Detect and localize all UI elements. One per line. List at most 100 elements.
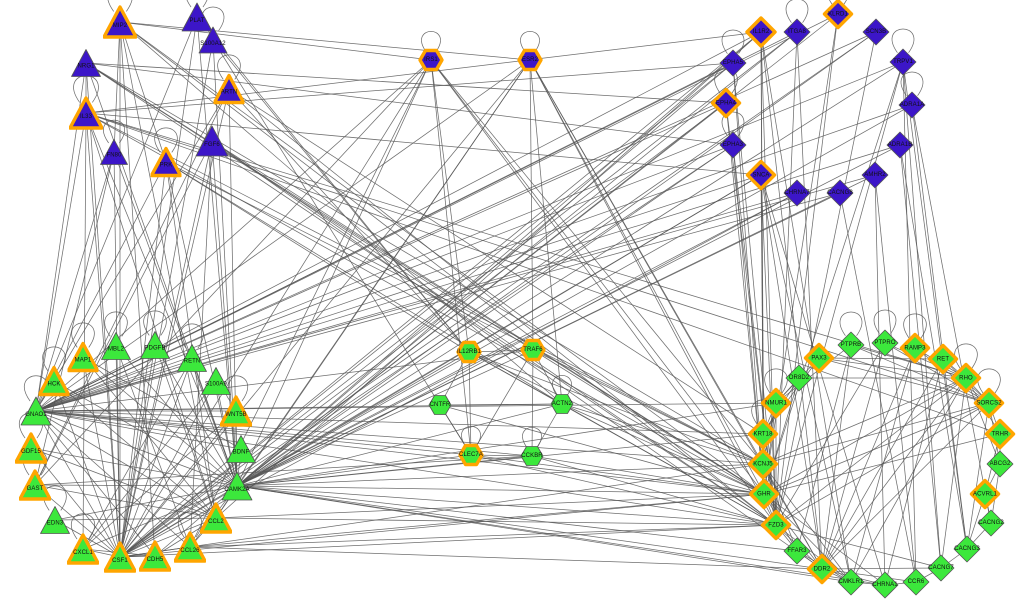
node-CLEC7A[interactable]: CLEC7A	[458, 442, 484, 468]
edge-IL33-CSF1	[85, 112, 121, 558]
node-MIP2[interactable]: MIP2	[103, 5, 137, 39]
node-ACTN2[interactable]: ACTN2	[549, 391, 575, 417]
edge-FN80-CAMK2A	[113, 151, 238, 487]
edge-FGF6-GHR	[211, 140, 765, 495]
node-RAMP3[interactable]: RAMP3	[899, 332, 931, 364]
node-CACNG3[interactable]: CACNG3	[952, 534, 982, 564]
node-CHRNA7[interactable]: CHRNA7	[782, 178, 812, 208]
node-CAMK2A[interactable]: CAMK2A	[221, 470, 253, 502]
edge-IL33-KCNJ5	[85, 112, 764, 465]
edge-GHR-DDR2	[763, 493, 823, 570]
node-KLRD1[interactable]: KLRD1	[822, 0, 854, 30]
edge-ARTN-FZD3	[228, 88, 777, 526]
node-DDR2[interactable]: DDR2	[806, 553, 838, 585]
edge-RHO-KCNJ5	[762, 377, 967, 465]
node-CACNG8[interactable]: CACNG8	[825, 178, 855, 208]
node-IL33[interactable]: IL33	[69, 96, 103, 130]
node-CSF1[interactable]: CSF1	[104, 541, 136, 573]
node-BDNF[interactable]: BDNF	[226, 434, 257, 465]
node-ITGA8[interactable]: ITGA8	[782, 17, 812, 47]
node-ESR2[interactable]: ESR2	[517, 47, 543, 73]
node-S100A12[interactable]: S100A12	[198, 25, 228, 55]
edge-CCL2-GHR	[215, 493, 765, 519]
node-KRT18[interactable]: KRT18	[747, 418, 779, 450]
node-ABCG2[interactable]: ABCG2	[985, 449, 1015, 479]
node-PRK[interactable]: PRK	[150, 146, 182, 178]
node-SNCA[interactable]: SNCA	[745, 159, 777, 191]
node-AMHR2[interactable]: AMHR2	[860, 160, 890, 190]
edge-GHR-CMKLR1	[763, 493, 852, 583]
node-EPHA4[interactable]: EPHA4	[710, 87, 742, 119]
self-loop-MIP2	[107, 0, 133, 12]
node-ADRA1A[interactable]: ADRA1A	[897, 90, 927, 120]
node-NMUR1[interactable]: NMUR1	[760, 387, 792, 419]
node-EPHA5[interactable]: EPHA5	[718, 48, 748, 78]
node-TRAF6[interactable]: TRAF6	[520, 337, 546, 363]
node-CNTFR[interactable]: CNTFR	[427, 392, 453, 418]
node-MBL2[interactable]: MBL2	[101, 331, 132, 362]
edge-PAX3-RHO	[818, 357, 967, 379]
node-CXCL1[interactable]: CXCL1	[67, 533, 99, 565]
node-IL1R2[interactable]: IL1R2	[745, 16, 777, 48]
node-CCL2[interactable]: CCL2	[200, 502, 232, 534]
edge-WNT5B-CSF1	[119, 410, 237, 558]
node-CCKBR[interactable]: CCKBR	[519, 443, 545, 469]
node-GNAO1[interactable]: GNAO1	[20, 395, 52, 427]
edge-EDN3-CAMK2A	[54, 485, 238, 521]
node-GDF15[interactable]: GDF15	[15, 432, 47, 464]
node-CCR6[interactable]: CCR6	[901, 567, 931, 597]
node-CCL26[interactable]: CCL26	[174, 531, 206, 563]
edge-MBL2-CCL26	[115, 345, 191, 548]
edge-FGF6-CCL26	[189, 140, 213, 548]
node-PTPRO[interactable]: PTPRO	[870, 328, 900, 358]
self-loop-ADRA1A	[900, 71, 924, 96]
edge-TRAF6-KCNJ5	[532, 349, 764, 465]
edge-CCL26-FZD3	[189, 524, 777, 548]
node-ARTN[interactable]: ARTN	[213, 73, 245, 105]
node-NRG1[interactable]: NRG1	[71, 48, 102, 79]
self-loop-PRK	[154, 127, 178, 153]
node-HCK[interactable]: HCK	[38, 365, 70, 397]
edge-IL33-RHO	[85, 112, 967, 379]
node-FGF6[interactable]: FGF6	[195, 124, 229, 158]
node-S100A9[interactable]: S100A9	[201, 366, 232, 397]
node-FN80[interactable]: FN80	[100, 138, 129, 167]
edge-GAST-CCKBR	[34, 455, 533, 486]
node-CHRNA1[interactable]: CHRNA1	[870, 570, 900, 600]
node-PDGFB[interactable]: PDGFB	[140, 330, 171, 361]
edge-MIP2-CDH5	[119, 21, 156, 557]
edge-ITGA8-CAMK2A	[236, 31, 798, 487]
edge-EPHA4-CSF1	[119, 102, 727, 558]
node-ADRA1B[interactable]: ADRA1B	[885, 130, 915, 160]
node-EPHA3[interactable]: EPHA3	[718, 130, 748, 160]
edge-SORCS2-GHR	[763, 402, 990, 495]
node-TRPV1[interactable]: TRPV1	[888, 47, 918, 77]
edge-BDNF-GNAO1	[35, 410, 242, 450]
edge-ARTN-GNAO1	[35, 88, 230, 412]
edge-CAMK2A-KRT18	[236, 433, 764, 487]
edge-CAMK2A-TRAF6	[236, 349, 534, 487]
edge-RETN-CSF1	[119, 357, 193, 558]
edge-MAP1-BDNF	[82, 356, 242, 450]
node-PTPRB[interactable]: PTPRB	[836, 330, 866, 360]
node-CDH5[interactable]: CDH5	[139, 540, 171, 572]
node-GAST[interactable]: GAST	[19, 469, 51, 501]
node-SCN3B[interactable]: SCN3B	[861, 17, 891, 47]
node-ACVRL1[interactable]: ACVRL1	[969, 478, 1001, 510]
edge-NRG1-KCNJ5	[85, 62, 764, 465]
node-IL12RB1[interactable]: IL12RB1	[456, 339, 482, 365]
edge-GNAO1-CLEC7A	[35, 410, 472, 456]
edge-BDNF-CSF1	[119, 448, 242, 558]
node-TRHR[interactable]: TRHR	[984, 418, 1016, 450]
node-GHR[interactable]: GHR	[748, 478, 780, 510]
edge-PTPRB-RHO	[850, 344, 967, 379]
node-SORCS2[interactable]: SORCS2	[973, 387, 1005, 419]
node-IRS1[interactable]: IRS1	[418, 47, 444, 73]
edge-PAX3-SORCS2	[818, 357, 990, 404]
node-EDN3[interactable]: EDN3	[40, 505, 71, 536]
node-MAP1[interactable]: MAP1	[67, 341, 99, 373]
node-KCNJ5[interactable]: KCNJ5	[747, 448, 779, 480]
node-CMKLR1[interactable]: CMKLR1	[836, 567, 866, 597]
node-WNT5B[interactable]: WNT5B	[220, 395, 252, 427]
